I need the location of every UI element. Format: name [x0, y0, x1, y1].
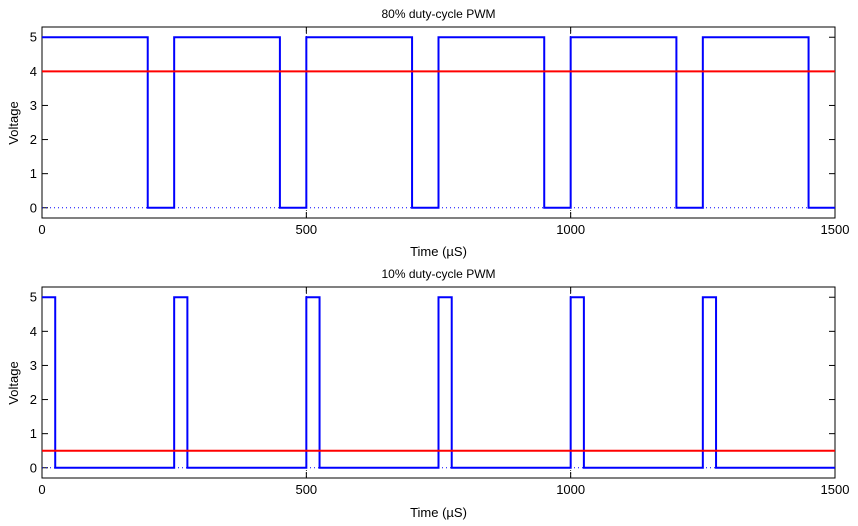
y-tick-label: 2: [30, 392, 37, 407]
y-axis-label: Voltage: [6, 101, 21, 144]
chart-title: 80% duty-cycle PWM: [381, 7, 495, 21]
y-axis-label: Voltage: [6, 361, 21, 404]
y-tick-label: 5: [30, 290, 37, 305]
x-tick-label: 1500: [821, 482, 850, 497]
x-tick-label: 1000: [556, 482, 585, 497]
chart-title: 10% duty-cycle PWM: [381, 267, 495, 281]
y-tick-label: 2: [30, 132, 37, 147]
pwm-signal-line: [42, 296, 835, 469]
y-tick-label: 4: [30, 324, 37, 339]
y-tick-label: 3: [30, 358, 37, 373]
x-tick-label: 500: [295, 222, 317, 237]
y-tick-label: 0: [30, 200, 37, 215]
y-tick-label: 1: [30, 166, 37, 181]
y-tick-label: 4: [30, 64, 37, 79]
x-tick-label: 0: [38, 482, 45, 497]
plot-area: 0 500 1000 1500 0 1 2 3 4 5: [30, 26, 850, 237]
y-tick-label: 1: [30, 426, 37, 441]
x-tick-label: 1000: [556, 222, 585, 237]
x-axis-label: Time (µS): [410, 244, 467, 259]
y-tick-label: 5: [30, 30, 37, 45]
x-axis-label: Time (µS): [410, 505, 467, 520]
plot-area: 0 500 1000 1500 0 1 2 3 4 5: [30, 286, 850, 497]
x-tick-label: 0: [38, 222, 45, 237]
x-tick-label: 500: [295, 482, 317, 497]
y-tick-label: 0: [30, 460, 37, 475]
x-tick-label: 1500: [821, 222, 850, 237]
chart-80-percent-duty-cycle: 80% duty-cycle PWM 0 500 1000 1500 0 1 2 3 4 5 Ti…: [6, 7, 849, 259]
y-tick-label: 3: [30, 98, 37, 113]
chart-10-percent-duty-cycle: 10% duty-cycle PWM 0 500 1000 1500 0 1 2 3 4 5 Ti…: [6, 267, 849, 520]
pwm-signal-line: [42, 36, 835, 209]
